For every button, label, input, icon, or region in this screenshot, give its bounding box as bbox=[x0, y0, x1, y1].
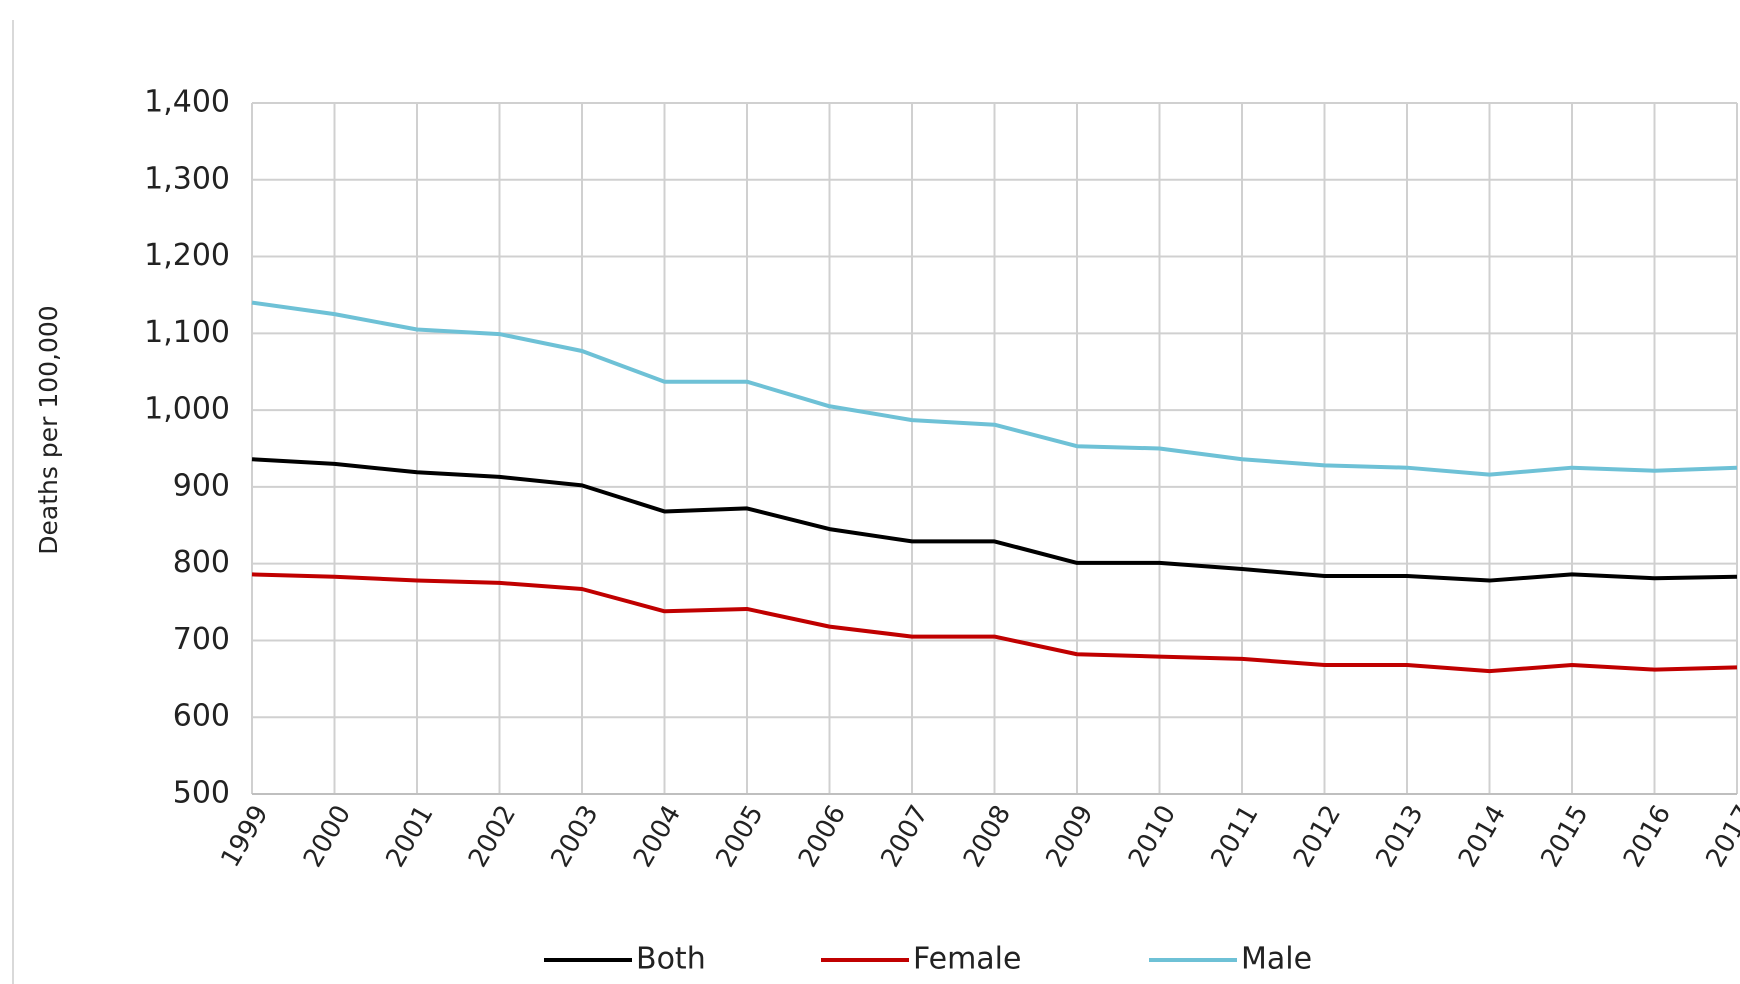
x-tick-label: 2016 bbox=[1618, 800, 1677, 872]
x-tick-label: 2011 bbox=[1205, 800, 1264, 872]
line-series bbox=[251, 300, 1738, 477]
x-tick-label: 2015 bbox=[1535, 800, 1594, 872]
x-tick-label: 2013 bbox=[1370, 800, 1429, 872]
x-tick-label: 2004 bbox=[628, 800, 687, 872]
y-axis-label: Deaths per 100,000 bbox=[34, 305, 63, 554]
y-tick-label: 900 bbox=[173, 468, 230, 503]
y-tick-label: 600 bbox=[173, 699, 230, 734]
x-tick-label: 2000 bbox=[298, 800, 357, 872]
x-tick-label: 2009 bbox=[1040, 800, 1099, 872]
y-tick-label: 1,200 bbox=[144, 238, 230, 273]
x-tick-label: 2012 bbox=[1288, 800, 1347, 872]
x-tick-label: 2003 bbox=[545, 800, 604, 872]
y-tick-label: 1,400 bbox=[144, 85, 230, 120]
line-series bbox=[251, 457, 1738, 583]
x-tick-label: 2014 bbox=[1453, 800, 1512, 872]
legend-label: Female bbox=[913, 942, 1021, 977]
x-tick-label: 2007 bbox=[875, 800, 934, 872]
x-tick-label: 2017 bbox=[1700, 800, 1740, 872]
y-tick-label: 1,100 bbox=[144, 315, 230, 350]
y-tick-label: 800 bbox=[173, 545, 230, 580]
legend-label: Both bbox=[636, 942, 706, 977]
x-tick-label: 2002 bbox=[463, 800, 522, 872]
y-tick-label: 700 bbox=[173, 622, 230, 657]
legend-label: Male bbox=[1241, 942, 1312, 977]
x-tick-label: 2010 bbox=[1123, 800, 1182, 872]
x-tick-label: 2006 bbox=[793, 800, 852, 872]
line-series bbox=[251, 572, 1738, 674]
y-tick-label: 500 bbox=[173, 776, 230, 811]
y-tick-label: 1,300 bbox=[144, 161, 230, 196]
x-tick-label: 1999 bbox=[215, 800, 274, 872]
x-tick-label: 2008 bbox=[958, 800, 1017, 872]
x-tick-label: 2005 bbox=[710, 800, 769, 872]
y-tick-label: 1,000 bbox=[144, 392, 230, 427]
x-tick-label: 2001 bbox=[380, 800, 439, 872]
